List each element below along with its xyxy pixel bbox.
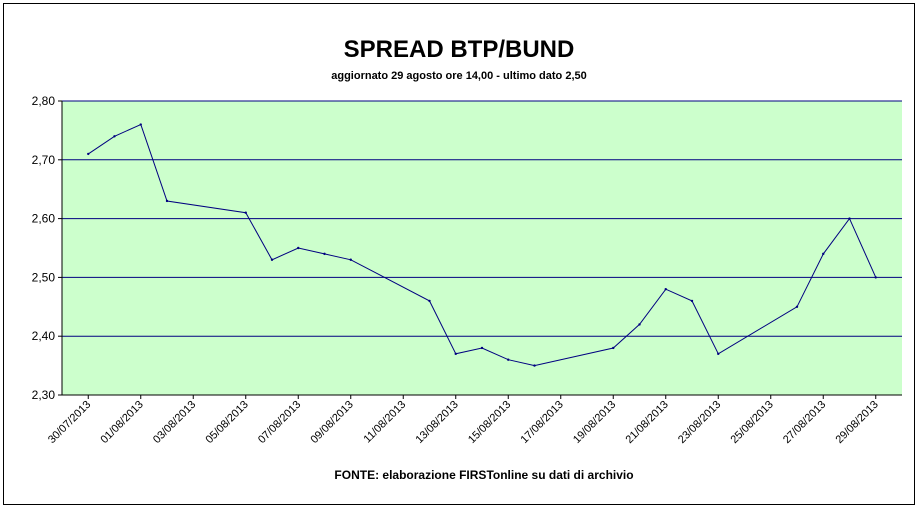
data-point	[822, 252, 825, 256]
x-tick-label: 05/08/2013	[203, 399, 250, 446]
data-point	[690, 299, 694, 303]
chart-title: SPREAD BTP/BUND	[344, 36, 575, 63]
y-tick-label: 2,80	[32, 94, 56, 108]
x-axis-ticks: 30/07/2013 01/08/2013 03/08/2013 05/08/2013…	[46, 395, 881, 446]
data-point	[428, 299, 431, 303]
y-axis-ticks: 2,30 2,40 2,50 2,60 2,70 2,80	[32, 94, 62, 402]
data-point	[244, 211, 247, 214]
y-tick-label: 2,30	[32, 388, 56, 402]
data-point	[638, 323, 641, 326]
series	[87, 123, 877, 367]
data-point	[349, 258, 352, 261]
y-tick-label: 2,50	[32, 270, 56, 284]
x-tick-label: 01/08/2013	[98, 399, 145, 446]
data-point	[874, 276, 877, 279]
data-point	[533, 364, 536, 367]
data-point	[113, 135, 116, 138]
data-point	[717, 352, 720, 356]
x-tick-label: 09/08/2013	[308, 399, 355, 446]
x-tick-label: 03/08/2013	[151, 399, 198, 446]
x-tick-label: 25/08/2013	[728, 399, 775, 446]
data-point	[165, 199, 169, 203]
data-point	[297, 246, 300, 250]
plot-area	[62, 101, 902, 395]
data-point	[323, 252, 326, 256]
data-point	[87, 152, 90, 156]
chart-subtitle: aggiornato 29 agosto ore 14,00 - ultimo …	[331, 70, 587, 82]
x-tick-label: 11/08/2013	[362, 399, 409, 446]
y-tick-label: 2,40	[32, 329, 56, 343]
data-point	[612, 346, 615, 350]
x-tick-label: 30/07/2013	[46, 399, 93, 446]
gridlines	[62, 100, 902, 337]
source-note: FONTE: elaborazione FIRSTonline su dati …	[334, 468, 633, 482]
data-point	[139, 123, 142, 126]
data-point	[480, 346, 484, 350]
axes	[61, 101, 902, 396]
data-point	[270, 258, 274, 261]
data-point	[507, 358, 510, 361]
y-tick-label: 2,70	[32, 153, 56, 167]
data-point	[848, 217, 851, 220]
data-point	[454, 352, 457, 356]
x-tick-label: 21/08/2013	[623, 399, 670, 446]
x-tick-label: 13/08/2013	[413, 399, 460, 446]
data-point	[664, 287, 667, 291]
x-tick-label: 23/08/2013	[676, 399, 723, 446]
x-tick-label: 17/08/2013	[518, 399, 565, 446]
x-tick-label: 27/08/2013	[781, 399, 828, 446]
x-tick-label: 29/08/2013	[833, 399, 880, 446]
x-tick-label: 19/08/2013	[571, 399, 618, 446]
data-point	[795, 305, 799, 308]
x-tick-label: 07/08/2013	[256, 399, 303, 446]
y-tick-label: 2,60	[32, 212, 56, 226]
x-tick-label: 15/08/2013	[466, 399, 513, 446]
